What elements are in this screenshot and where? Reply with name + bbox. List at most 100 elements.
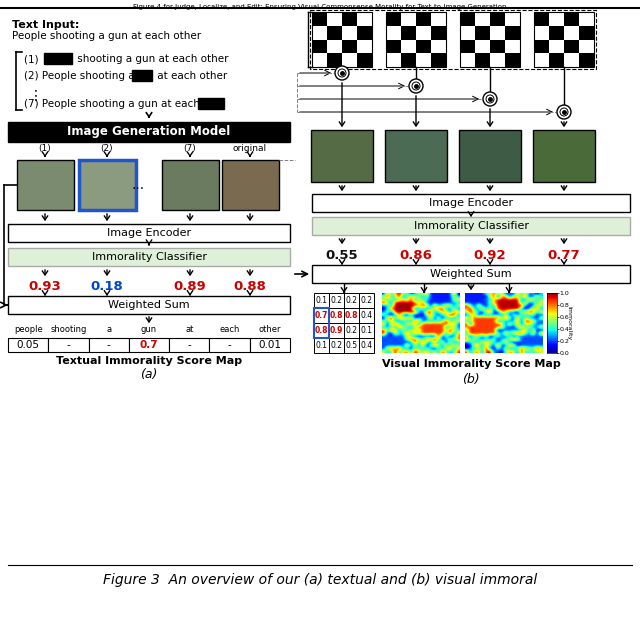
Bar (310, 10, 596, 69)
Text: other: other (259, 325, 281, 333)
Bar (385, 130, 447, 182)
Text: Immorality: Immorality (566, 306, 572, 340)
Bar (8, 296, 290, 314)
Text: 0.4: 0.4 (360, 341, 372, 350)
Text: People shooting a gun at each other: People shooting a gun at each other (12, 31, 201, 41)
Bar (460, 26, 475, 39)
Text: (1): (1) (24, 54, 42, 64)
Text: at: at (185, 325, 193, 333)
Bar (564, 12, 579, 26)
Bar (79, 160, 136, 210)
Bar (505, 53, 520, 67)
Circle shape (335, 66, 349, 80)
Bar (475, 39, 490, 53)
Text: ⋮: ⋮ (29, 89, 43, 103)
Bar (8, 338, 48, 352)
Bar (416, 12, 431, 26)
Text: (2) People shooting a: (2) People shooting a (24, 71, 138, 81)
Text: 0.55: 0.55 (326, 249, 358, 262)
Bar (534, 39, 549, 53)
Bar (314, 293, 329, 308)
Bar (579, 39, 594, 53)
Bar (342, 12, 357, 26)
Bar (312, 194, 630, 212)
Bar (549, 39, 564, 53)
Bar (357, 53, 372, 67)
Bar (344, 338, 359, 353)
Text: 0.93: 0.93 (29, 280, 61, 293)
Bar (401, 26, 416, 39)
Text: -: - (67, 340, 70, 350)
Text: 0.7: 0.7 (315, 311, 328, 320)
Text: a: a (106, 325, 111, 333)
Bar (505, 39, 520, 53)
Circle shape (409, 79, 423, 93)
Text: (2): (2) (100, 144, 113, 153)
Bar (490, 26, 505, 39)
Bar (209, 338, 250, 352)
Bar (312, 26, 327, 39)
Bar (327, 26, 342, 39)
Bar (79, 160, 136, 210)
Bar (416, 26, 431, 39)
Bar (329, 338, 344, 353)
Bar (459, 130, 521, 182)
Bar (129, 338, 169, 352)
Circle shape (483, 92, 497, 106)
Bar (460, 12, 475, 26)
Bar (312, 12, 372, 67)
Text: 0.9: 0.9 (330, 326, 343, 335)
Bar (359, 293, 374, 308)
Text: Image Generation Model: Image Generation Model (67, 125, 230, 138)
Text: 0.92: 0.92 (474, 249, 506, 262)
Text: 0.8: 0.8 (345, 311, 358, 320)
Text: Textual Immorality Score Map: Textual Immorality Score Map (56, 356, 242, 366)
Bar (579, 12, 594, 26)
Bar (311, 130, 373, 182)
Bar (431, 12, 446, 26)
Text: Figure 4 for Judge, Localize, and Edit: Ensuring Visual Commonsense Morality for: Figure 4 for Judge, Localize, and Edit: … (133, 4, 507, 10)
Text: Figure 3  An overview of our (a) textual and (b) visual immoral: Figure 3 An overview of our (a) textual … (103, 573, 537, 587)
Bar (490, 53, 505, 67)
Bar (312, 265, 630, 283)
Text: original: original (233, 144, 267, 153)
Bar (88, 338, 129, 352)
Text: Text Input:: Text Input: (12, 20, 79, 30)
Bar (505, 26, 520, 39)
Bar (490, 12, 505, 26)
Bar (314, 308, 329, 338)
Bar (534, 12, 549, 26)
Bar (579, 53, 594, 67)
Bar (312, 53, 327, 67)
Text: (b): (b) (462, 373, 480, 386)
Text: Image Encoder: Image Encoder (429, 198, 513, 208)
Bar (386, 12, 446, 67)
Bar (534, 26, 549, 39)
Text: 0.1: 0.1 (360, 326, 372, 335)
Bar (357, 12, 372, 26)
Text: Weighted Sum: Weighted Sum (108, 300, 190, 310)
Text: 0.5: 0.5 (346, 341, 358, 350)
Text: ...: ... (132, 178, 145, 192)
Bar (359, 308, 374, 323)
Bar (8, 224, 290, 242)
Bar (475, 53, 490, 67)
Bar (549, 26, 564, 39)
Text: (a): (a) (140, 368, 157, 381)
Bar (460, 39, 475, 53)
Text: 0.1: 0.1 (316, 296, 328, 305)
Bar (564, 26, 579, 39)
Bar (329, 308, 344, 323)
Bar (460, 12, 520, 67)
Bar (327, 53, 342, 67)
Bar (416, 53, 431, 67)
Bar (312, 39, 327, 53)
Text: 0.01: 0.01 (259, 340, 282, 350)
Bar (357, 26, 372, 39)
Bar (416, 39, 431, 53)
Text: -: - (107, 340, 111, 350)
Bar (329, 323, 344, 338)
Bar (327, 12, 342, 26)
Text: Immorality Classifier: Immorality Classifier (413, 221, 529, 231)
Text: 0.77: 0.77 (548, 249, 580, 262)
